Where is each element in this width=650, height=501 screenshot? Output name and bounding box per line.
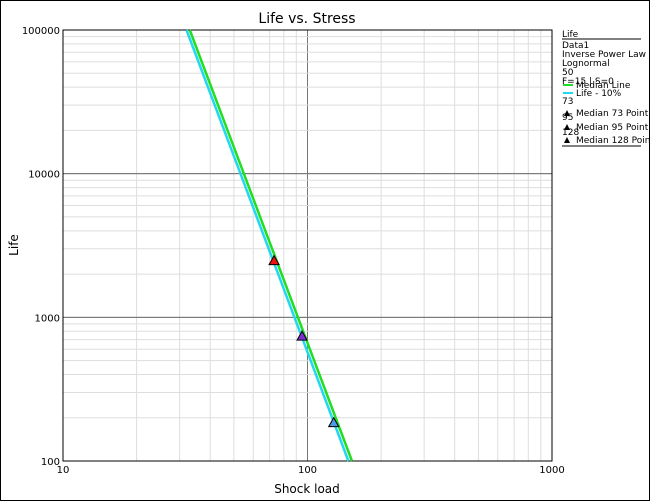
median-line-series xyxy=(188,29,354,462)
legend-line-distribution: Lognormal xyxy=(562,59,610,69)
legend: Life Data1 Inverse Power Law Lognormal 5… xyxy=(562,30,650,147)
y-axis-label: Life xyxy=(7,234,21,256)
legend-p95-name: Median 95 Point xyxy=(576,123,649,133)
data-point-128 xyxy=(327,416,340,428)
legend-line-model: Inverse Power Law xyxy=(562,50,646,60)
legend-p73-label: 73 xyxy=(562,97,573,107)
life-10-series xyxy=(185,29,350,462)
data-point-73 xyxy=(268,254,280,266)
legend-p73-name: Median 73 Point xyxy=(576,109,649,119)
legend-line-fs: F=15 | S=0 xyxy=(562,77,614,87)
legend-header: Life xyxy=(562,30,579,40)
legend-life10: Life - 10% xyxy=(576,89,622,99)
points-layer xyxy=(268,254,340,428)
y-tick-label: 10000 xyxy=(28,170,60,181)
x-tick-label: 10 xyxy=(57,465,70,476)
legend-line-confidence: 50 xyxy=(562,68,574,78)
legend-line-data1: Data1 xyxy=(562,41,589,51)
legend-median-line: Median Line xyxy=(576,81,631,91)
series-layer xyxy=(185,29,354,462)
legend-p95-label: 95 xyxy=(562,113,573,123)
chart-title: Life vs. Stress xyxy=(258,11,355,27)
legend-p95-triangle-icon xyxy=(564,124,570,130)
x-tick-label: 1000 xyxy=(539,465,564,476)
y-tick-label: 100000 xyxy=(22,26,60,37)
legend-p128-label: 128 xyxy=(562,128,579,138)
grid xyxy=(62,29,553,462)
legend-p128-triangle-icon xyxy=(564,137,570,143)
y-tick-label: 1000 xyxy=(35,313,60,324)
x-axis-label: Shock load xyxy=(274,482,340,496)
legend-p128-name: Median 128 Point xyxy=(576,136,650,146)
y-tick-label: 100 xyxy=(41,457,60,468)
x-tick-label: 100 xyxy=(298,465,317,476)
plot-area xyxy=(62,29,553,462)
legend-p73-triangle-icon xyxy=(564,110,570,116)
data-point-95 xyxy=(296,330,308,341)
